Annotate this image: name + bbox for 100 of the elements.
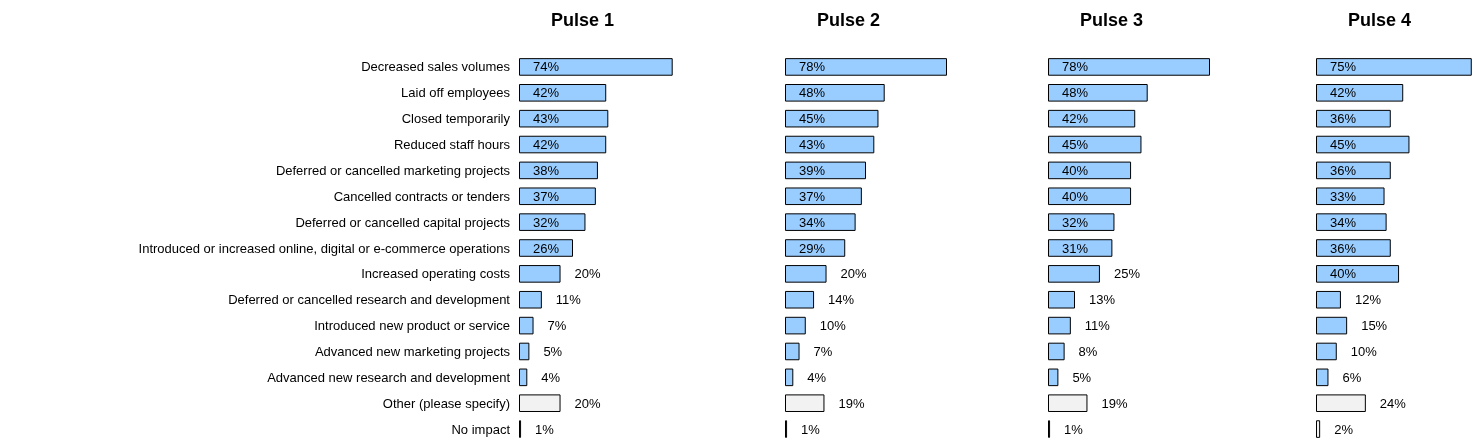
- data-label: 20%: [574, 266, 601, 282]
- bar: [519, 290, 542, 309]
- bar: [1316, 213, 1387, 231]
- data-label: 1%: [801, 421, 821, 437]
- y-tick-label: Introduced or increased online, digital or e-commerce operations: [138, 240, 511, 256]
- bar: [519, 161, 598, 180]
- data-label: 14%: [828, 292, 855, 308]
- data-label: 34%: [1330, 214, 1357, 230]
- bar: [785, 213, 856, 231]
- data-label: 32%: [1062, 214, 1089, 230]
- data-label: 75%: [1330, 59, 1357, 75]
- data-label: 7%: [813, 343, 833, 359]
- bar: [1048, 161, 1132, 180]
- data-label: 32%: [533, 214, 560, 230]
- data-label: 40%: [1062, 188, 1089, 204]
- chart-title: Pulse 1: [551, 10, 615, 30]
- data-label: 5%: [543, 343, 563, 359]
- y-tick-label: Reduced staff hours: [393, 137, 511, 153]
- data-label: 24%: [1379, 395, 1407, 411]
- bar: [1316, 342, 1337, 361]
- y-tick-label: Introduced new product or service: [314, 318, 510, 334]
- bar: [1048, 58, 1210, 76]
- y-tick-label: Deferred or cancelled marketing projects: [275, 162, 511, 178]
- y-tick-label: Deferred or cancelled capital projects: [295, 214, 511, 230]
- data-label: 38%: [533, 162, 560, 178]
- data-label: 43%: [533, 111, 560, 127]
- data-label: 20%: [574, 395, 601, 411]
- data-label: 78%: [799, 59, 826, 75]
- data-label: 37%: [533, 188, 560, 204]
- bar: [1048, 239, 1113, 257]
- data-label: 13%: [1089, 292, 1116, 308]
- bar: [785, 187, 862, 206]
- bar: [519, 368, 528, 387]
- data-label: 10%: [819, 318, 847, 334]
- data-label: 40%: [1330, 266, 1357, 282]
- data-label: 34%: [799, 214, 826, 230]
- bar: [1048, 213, 1115, 231]
- bar: [519, 84, 607, 102]
- data-label: 15%: [1361, 318, 1388, 334]
- bar: [519, 265, 561, 283]
- bar: [785, 84, 885, 102]
- data-label: 43%: [799, 137, 826, 153]
- data-label: 42%: [533, 85, 560, 101]
- y-tick-label: Other (please specify): [382, 395, 510, 411]
- bar: [1048, 290, 1075, 309]
- bar: [1048, 265, 1100, 283]
- bar: [1048, 84, 1148, 102]
- bar: [1316, 58, 1472, 76]
- data-label: 36%: [1330, 240, 1357, 256]
- bar: [1316, 187, 1385, 206]
- y-tick-label: No impact: [451, 421, 511, 437]
- data-label: 45%: [1062, 137, 1089, 153]
- bar: [1048, 368, 1059, 387]
- data-label: 20%: [840, 266, 867, 282]
- bar: [519, 213, 586, 231]
- bar: [1316, 368, 1329, 387]
- bar: [1316, 239, 1391, 257]
- bar: [1316, 420, 1321, 438]
- y-tick-label: Increased operating costs: [361, 266, 511, 282]
- data-label: 12%: [1354, 292, 1382, 308]
- bar: [519, 187, 596, 206]
- chart-title: Pulse 4: [1348, 10, 1412, 30]
- bar: [519, 109, 609, 128]
- y-tick-label: Advanced new research and development: [267, 369, 511, 385]
- data-label: 1%: [535, 421, 555, 437]
- data-label: 7%: [547, 318, 567, 334]
- bar: [785, 368, 794, 387]
- bar: [1048, 316, 1071, 335]
- data-label: 1%: [1064, 421, 1084, 437]
- chart-title: Pulse 2: [817, 10, 881, 30]
- data-label: 33%: [1330, 188, 1357, 204]
- data-label: 19%: [1101, 395, 1128, 411]
- data-label: 2%: [1334, 421, 1354, 437]
- bar: [785, 265, 827, 283]
- data-label: 40%: [1062, 162, 1089, 178]
- data-label: 48%: [1062, 85, 1089, 101]
- bar: [519, 58, 673, 76]
- bar: [785, 342, 800, 361]
- y-tick-label: Deferred or cancelled research and development: [228, 292, 511, 308]
- data-label: 45%: [1330, 137, 1357, 153]
- data-label: 29%: [799, 240, 826, 256]
- bar: [785, 316, 806, 335]
- y-tick-label: Cancelled contracts or tenders: [333, 188, 511, 204]
- data-label: 5%: [1072, 369, 1092, 385]
- bar: [1316, 316, 1348, 335]
- bar: [519, 316, 534, 335]
- bar: [785, 161, 866, 180]
- data-label: 31%: [1062, 240, 1089, 256]
- y-tick-label: Advanced new marketing projects: [314, 343, 511, 359]
- data-label: 78%: [1062, 59, 1089, 75]
- y-tick-label: Laid off employees: [401, 85, 511, 101]
- bar: [785, 394, 825, 412]
- bar: [519, 342, 530, 361]
- data-label: 42%: [1330, 85, 1357, 101]
- chart-title: Pulse 3: [1080, 10, 1144, 30]
- data-label: 11%: [555, 292, 582, 308]
- bar: [785, 109, 879, 128]
- bar: [1048, 109, 1136, 128]
- data-label: 36%: [1330, 111, 1357, 127]
- data-label: 74%: [533, 59, 560, 75]
